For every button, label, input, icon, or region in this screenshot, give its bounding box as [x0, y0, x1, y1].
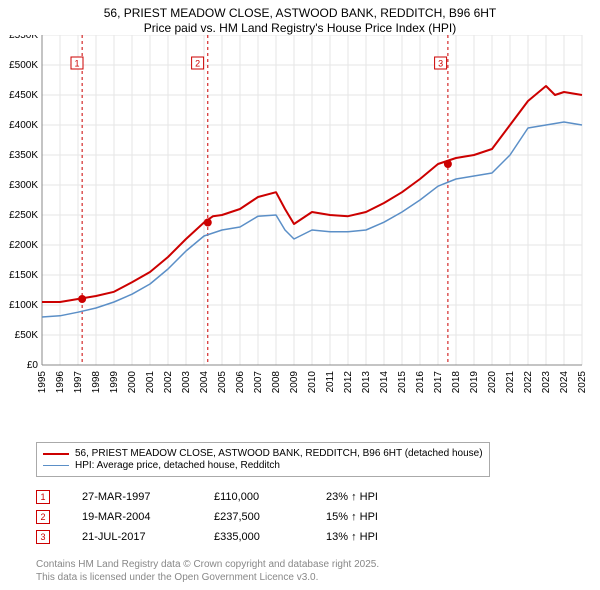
svg-text:1996: 1996	[55, 371, 66, 394]
legend-box: 56, PRIEST MEADOW CLOSE, ASTWOOD BANK, R…	[36, 442, 490, 477]
svg-text:£200K: £200K	[9, 240, 38, 251]
svg-text:£450K: £450K	[9, 90, 38, 101]
svg-text:1997: 1997	[73, 371, 84, 394]
svg-text:£100K: £100K	[9, 300, 38, 311]
sale-date: 27-MAR-1997	[82, 491, 182, 503]
legend-item: HPI: Average price, detached house, Redd…	[43, 460, 483, 471]
svg-text:2012: 2012	[343, 371, 354, 394]
sale-delta: 23% ↑ HPI	[326, 491, 378, 503]
svg-text:2009: 2009	[289, 371, 300, 394]
svg-text:2005: 2005	[217, 371, 228, 394]
svg-text:2024: 2024	[559, 371, 570, 394]
svg-text:3: 3	[438, 59, 443, 69]
svg-text:£50K: £50K	[15, 330, 39, 341]
svg-text:2025: 2025	[577, 371, 588, 394]
legend-swatch	[43, 453, 69, 455]
svg-text:2003: 2003	[181, 371, 192, 394]
svg-text:2010: 2010	[307, 371, 318, 394]
attribution-line1: Contains HM Land Registry data © Crown c…	[36, 558, 379, 571]
svg-text:2023: 2023	[541, 371, 552, 394]
sale-price: £110,000	[214, 491, 294, 503]
svg-text:2015: 2015	[397, 371, 408, 394]
sale-marker-icon: 2	[36, 510, 50, 524]
svg-text:1995: 1995	[37, 371, 48, 394]
sales-row: 1 27-MAR-1997 £110,000 23% ↑ HPI	[36, 490, 378, 504]
attribution-text: Contains HM Land Registry data © Crown c…	[36, 558, 379, 584]
svg-text:£500K: £500K	[9, 60, 38, 71]
svg-text:2019: 2019	[469, 371, 480, 394]
svg-text:1999: 1999	[109, 371, 120, 394]
sales-row: 3 21-JUL-2017 £335,000 13% ↑ HPI	[36, 530, 378, 544]
svg-text:2021: 2021	[505, 371, 516, 394]
sale-date: 21-JUL-2017	[82, 531, 182, 543]
legend-swatch	[43, 465, 69, 466]
svg-text:£400K: £400K	[9, 120, 38, 131]
svg-text:2022: 2022	[523, 371, 534, 394]
sale-marker-icon: 1	[36, 490, 50, 504]
svg-text:2013: 2013	[361, 371, 372, 394]
svg-text:2008: 2008	[271, 371, 282, 394]
svg-text:2004: 2004	[199, 371, 210, 394]
svg-text:2002: 2002	[163, 371, 174, 394]
attribution-line2: This data is licensed under the Open Gov…	[36, 571, 379, 584]
svg-text:£300K: £300K	[9, 180, 38, 191]
svg-text:2001: 2001	[145, 371, 156, 394]
svg-text:£150K: £150K	[9, 270, 38, 281]
chart-title-block: 56, PRIEST MEADOW CLOSE, ASTWOOD BANK, R…	[0, 0, 600, 35]
svg-text:2014: 2014	[379, 371, 390, 394]
legend-label: 56, PRIEST MEADOW CLOSE, ASTWOOD BANK, R…	[75, 448, 483, 459]
legend-item: 56, PRIEST MEADOW CLOSE, ASTWOOD BANK, R…	[43, 448, 483, 459]
svg-text:£250K: £250K	[9, 210, 38, 221]
price-chart: £0 £50K £100K £150K £200K £250K £300K £350K £400…	[0, 35, 600, 395]
svg-text:2016: 2016	[415, 371, 426, 394]
sale-price: £335,000	[214, 531, 294, 543]
sale-delta: 13% ↑ HPI	[326, 531, 378, 543]
svg-text:£550K: £550K	[9, 35, 38, 41]
svg-text:2: 2	[195, 59, 200, 69]
svg-text:2007: 2007	[253, 371, 264, 394]
svg-text:£350K: £350K	[9, 150, 38, 161]
svg-text:1: 1	[74, 59, 79, 69]
sale-marker-icon: 3	[36, 530, 50, 544]
sale-date: 19-MAR-2004	[82, 511, 182, 523]
chart-title-line2: Price paid vs. HM Land Registry's House …	[8, 21, 592, 35]
svg-text:2018: 2018	[451, 371, 462, 394]
sale-delta: 15% ↑ HPI	[326, 511, 378, 523]
sales-row: 2 19-MAR-2004 £237,500 15% ↑ HPI	[36, 510, 378, 524]
svg-text:2011: 2011	[325, 371, 336, 393]
svg-text:2017: 2017	[433, 371, 444, 394]
sales-table: 1 27-MAR-1997 £110,000 23% ↑ HPI 2 19-MAR-200…	[36, 484, 378, 550]
svg-text:2000: 2000	[127, 371, 138, 394]
svg-text:2020: 2020	[487, 371, 498, 394]
svg-text:2006: 2006	[235, 371, 246, 394]
chart-title-line1: 56, PRIEST MEADOW CLOSE, ASTWOOD BANK, R…	[8, 6, 592, 20]
legend-label: HPI: Average price, detached house, Redd…	[75, 460, 280, 471]
svg-text:£0: £0	[27, 360, 39, 371]
sale-price: £237,500	[214, 511, 294, 523]
svg-text:1998: 1998	[91, 371, 102, 394]
